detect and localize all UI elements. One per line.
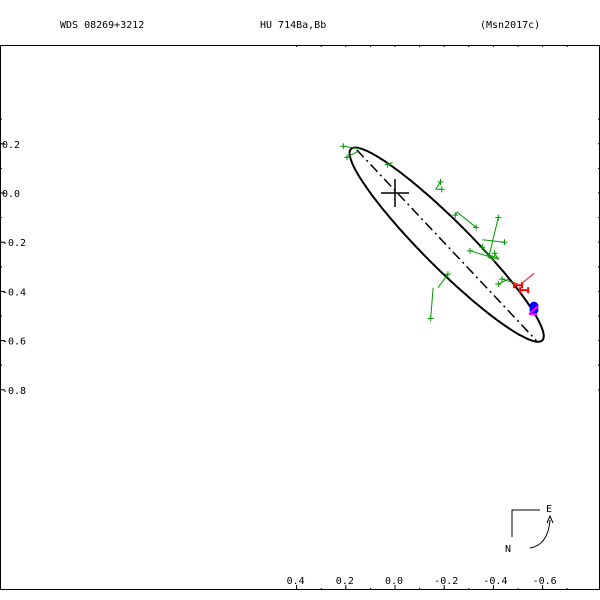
residual-line [437,273,449,289]
compass-axes [511,509,540,537]
residual-line [435,181,441,190]
x-tick-label: 0.2 [336,576,354,587]
y-tick-label: -0.8 [2,386,26,397]
orbit-ellipse [348,146,545,343]
residual-line [487,217,499,259]
x-tick-label: -0.2 [434,576,458,587]
x-tick-label: -0.6 [533,576,557,587]
x-tick-label: 0.0 [385,576,403,587]
compass-east-label: E [546,504,552,515]
header-center: HU 714Ba,Bb [260,20,326,31]
magenta-mark [528,305,539,315]
y-tick-label: -0.4 [2,287,26,298]
plot-frame [0,45,600,590]
y-tick-label: 0.2 [2,140,20,151]
compass-arrow-curve [529,519,551,549]
residual-line [494,253,499,260]
orbit-layer [348,146,545,343]
line-of-nodes [356,149,537,342]
axis-ticks: -0.6 -0.4 -0.2 0.0 0.2 0.4 0.2 0.0 -0.2 -0.4 -0.6 -… [0,45,600,590]
y-tick-label: -0.6 [2,337,26,348]
residual-line [481,246,496,263]
y-tick-label: -0.2 [2,238,26,249]
residual-line [498,278,509,285]
red-residual [521,272,535,284]
y-tick-label: 0.0 [2,189,20,200]
residual-line [430,287,434,319]
x-tick-label: 0.4 [287,576,305,587]
residual-line [457,212,477,228]
residual-line [346,150,359,158]
header-left: WDS 08269+3212 [60,20,144,31]
x-tick-label: -0.4 [483,576,507,587]
plot-border [0,45,600,590]
compass-arrow-head [546,514,554,524]
observations-layer [340,143,519,322]
header-right: (Msn2017c) [480,20,540,31]
residual-line [501,278,519,285]
residual-line [482,239,505,243]
compass-north-label: N [505,544,511,555]
special-marks-layer [513,272,539,316]
compass: E N [505,504,554,555]
residual-line [469,250,499,260]
